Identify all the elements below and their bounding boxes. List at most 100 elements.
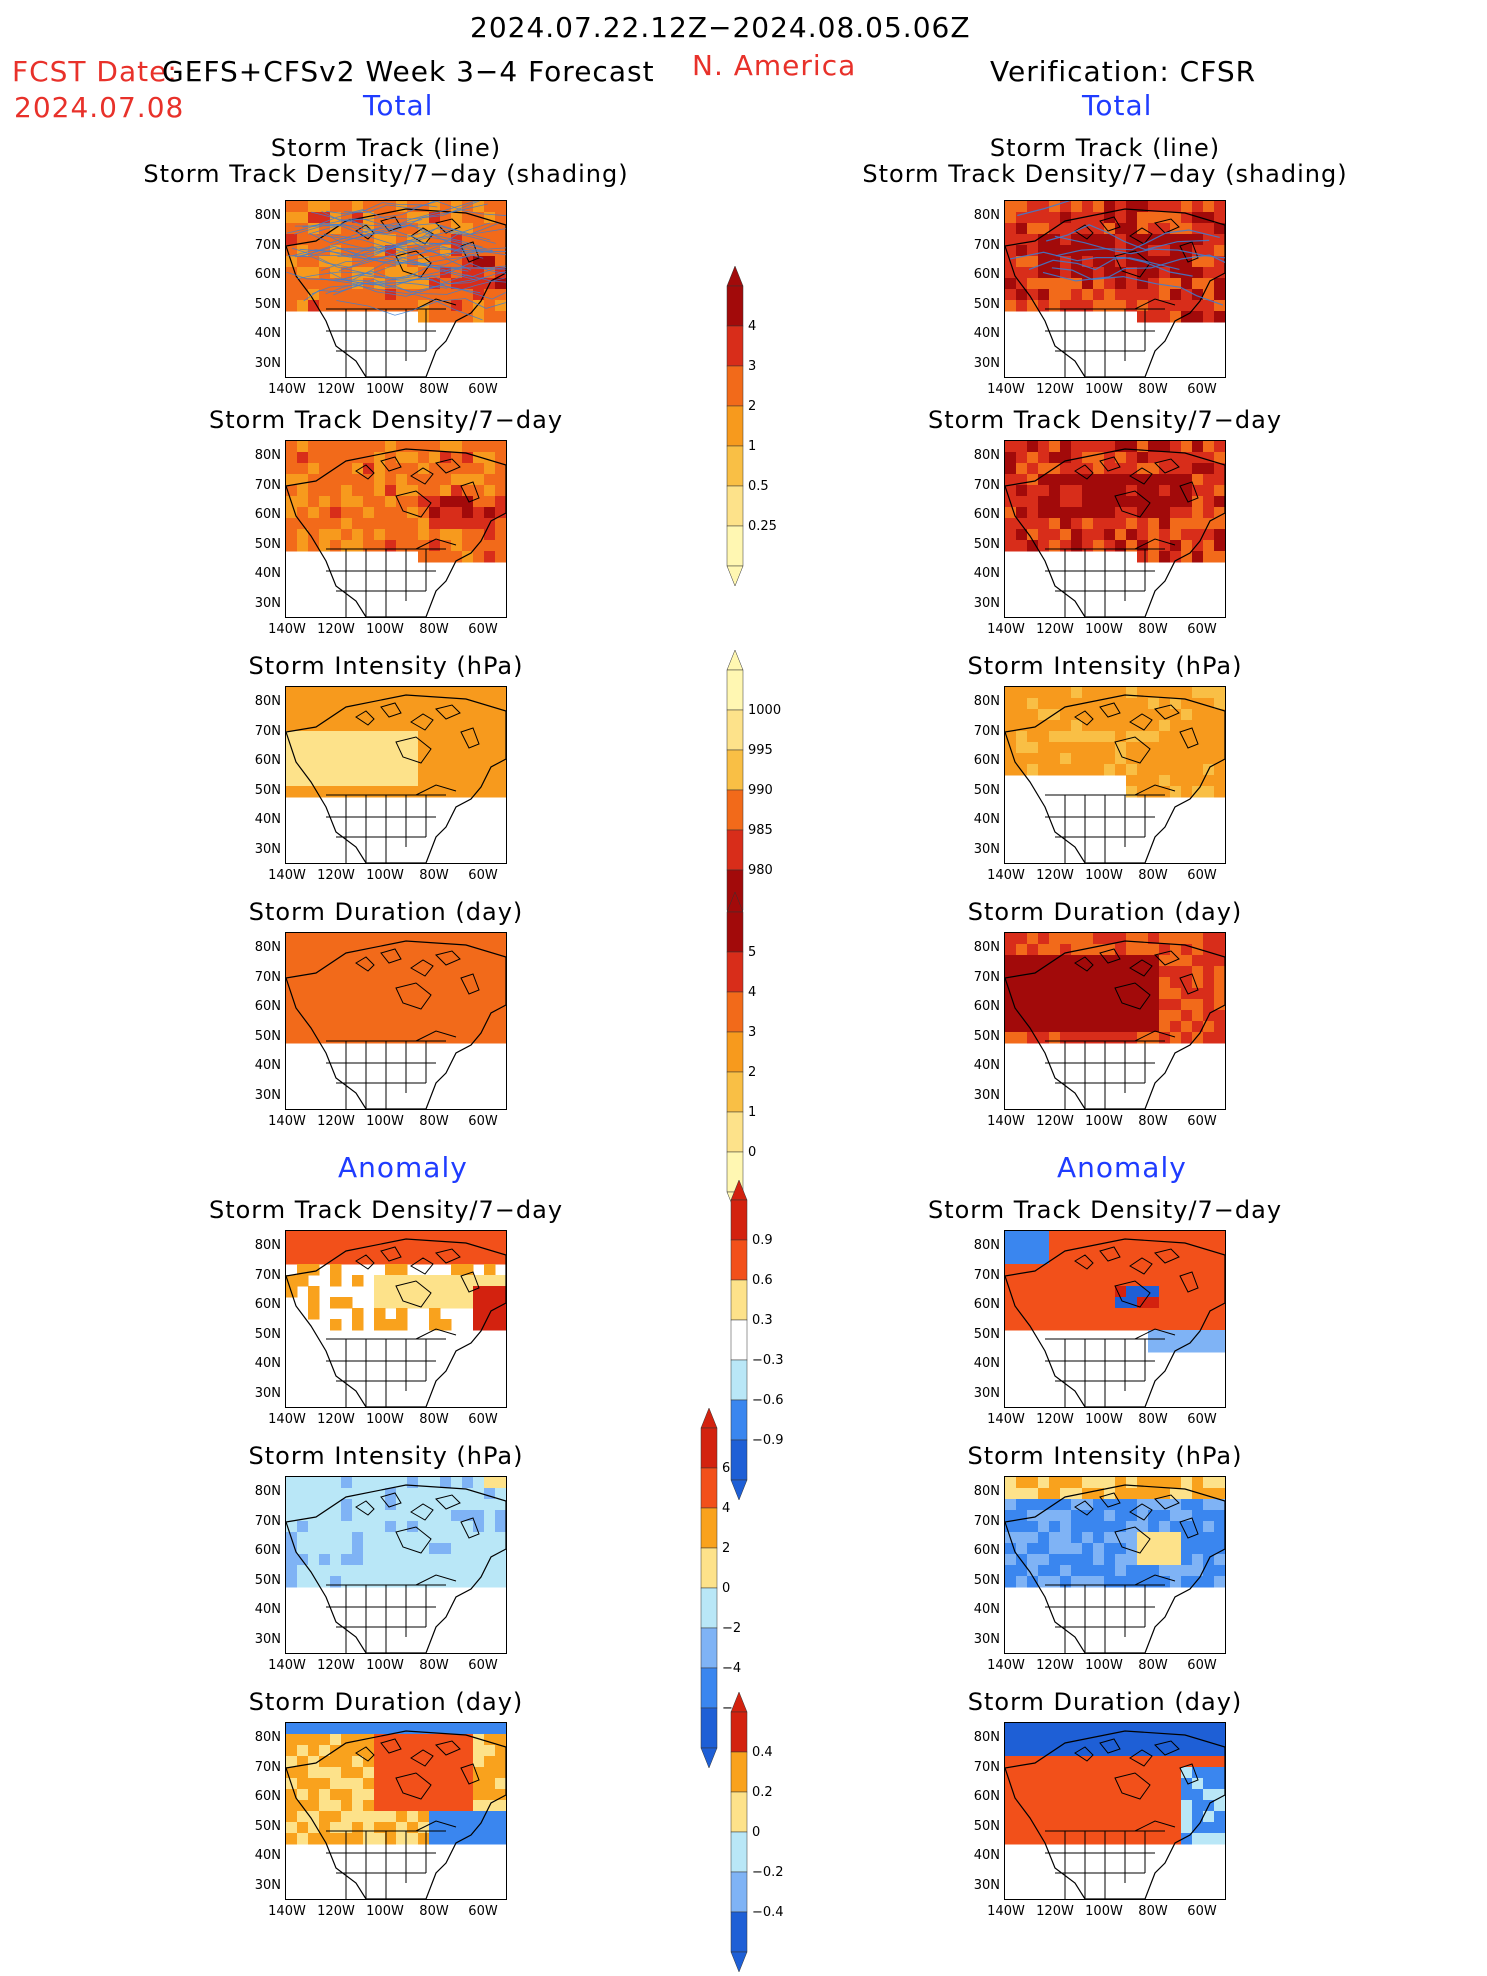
shading-cell xyxy=(1148,485,1160,497)
shading-cell xyxy=(330,1010,342,1022)
shading-cell xyxy=(308,1800,320,1812)
colorbar-segment xyxy=(726,911,744,953)
shading-cell xyxy=(352,944,364,956)
shading-cell xyxy=(418,1477,430,1489)
shading-cell xyxy=(1027,1532,1039,1544)
shading-cell xyxy=(352,753,364,765)
shading-cell xyxy=(1005,234,1017,246)
shading-cell xyxy=(1016,1734,1028,1746)
shading-cell xyxy=(429,786,441,798)
shading-cell xyxy=(1192,452,1204,464)
shading-cell xyxy=(495,1021,506,1033)
shading-cell xyxy=(1214,551,1225,563)
shading-cell xyxy=(440,1811,452,1823)
colorbar-segment xyxy=(700,1467,718,1509)
shading-cell xyxy=(495,1488,506,1500)
shading-cell xyxy=(1148,1010,1160,1022)
shading-cell xyxy=(495,496,506,508)
shading-cell xyxy=(484,1767,496,1779)
shading-cell xyxy=(352,1010,364,1022)
shading-cell xyxy=(1137,720,1149,732)
shading-cell xyxy=(374,1800,386,1812)
colorbar-tick-label: 1 xyxy=(748,439,757,454)
shading-cell xyxy=(484,1488,496,1500)
shading-cell xyxy=(495,720,506,732)
lon-tick-label: 120W xyxy=(1036,382,1074,397)
shading-cell xyxy=(297,977,309,989)
shading-cell xyxy=(495,1231,506,1243)
shading-cell xyxy=(1104,463,1116,475)
shading-cell xyxy=(330,698,342,710)
lon-tick-label: 100W xyxy=(366,868,404,883)
shading-cell xyxy=(396,1253,408,1265)
map-graphic xyxy=(1005,201,1225,377)
shading-cell xyxy=(1203,300,1215,312)
shading-cell xyxy=(1181,933,1193,945)
shading-cell xyxy=(1005,1565,1017,1577)
shading-cell xyxy=(473,223,485,235)
shading-cell xyxy=(1016,1275,1028,1287)
shading-cell xyxy=(1071,1032,1083,1044)
shading-cell xyxy=(363,1543,375,1555)
shading-cell xyxy=(1181,1745,1193,1757)
shading-cell xyxy=(1115,1822,1127,1834)
shading-cell xyxy=(1148,212,1160,224)
shading-cell xyxy=(1027,1789,1039,1801)
colorbar-tick-label: −0.3 xyxy=(752,1353,784,1368)
shading-cell xyxy=(374,786,386,798)
shading-cell xyxy=(1137,1576,1149,1588)
shading-cell xyxy=(1148,1576,1160,1588)
shading-cell xyxy=(1203,687,1215,699)
shading-cell xyxy=(1181,201,1193,213)
colorbar-segment xyxy=(726,485,744,527)
shading-cell xyxy=(1170,1576,1182,1588)
shading-cell xyxy=(374,1822,386,1834)
shading-cell xyxy=(1214,764,1225,776)
shading-cell xyxy=(1181,529,1193,541)
shading-cell xyxy=(440,988,452,1000)
shading-cell xyxy=(363,474,375,486)
shading-cell xyxy=(1192,1488,1204,1500)
shading-cell xyxy=(1115,1253,1127,1265)
shading-cell xyxy=(1214,1565,1225,1577)
shading-cell xyxy=(297,988,309,1000)
shading-cell xyxy=(440,496,452,508)
shading-cell xyxy=(1038,977,1050,989)
shading-cell xyxy=(462,507,474,519)
lon-tick-label: 60W xyxy=(468,382,498,397)
shading-cell xyxy=(451,687,463,699)
lon-tick-label: 80W xyxy=(419,382,449,397)
shading-cell xyxy=(297,1822,309,1834)
colorbar-segment xyxy=(700,1667,718,1709)
map-graphic xyxy=(286,1723,506,1899)
shading-cell xyxy=(352,966,364,978)
shading-cell xyxy=(363,988,375,1000)
shading-cell xyxy=(352,507,364,519)
shading-cell xyxy=(440,1286,452,1298)
shading-cell xyxy=(1137,933,1149,945)
shading-cell xyxy=(473,698,485,710)
shading-cell xyxy=(1049,245,1061,257)
shading-cell xyxy=(484,256,496,268)
colorbar-segment xyxy=(730,1279,748,1321)
shading-cell xyxy=(451,753,463,765)
shading-cell xyxy=(1148,529,1160,541)
shading-cell xyxy=(1192,1565,1204,1577)
shading-cell xyxy=(1060,234,1072,246)
shading-cell xyxy=(319,507,331,519)
shading-cell xyxy=(363,463,375,475)
shading-cell xyxy=(1016,731,1028,743)
shading-cell xyxy=(407,463,419,475)
shading-cell xyxy=(1181,1231,1193,1243)
shading-cell xyxy=(1203,1477,1215,1489)
shading-cell xyxy=(1192,1308,1204,1320)
shading-cell xyxy=(1093,1319,1105,1331)
shading-cell xyxy=(1060,245,1072,257)
shading-cell xyxy=(1093,1778,1105,1790)
shading-cell xyxy=(1159,1789,1171,1801)
shading-cell xyxy=(297,267,309,279)
shading-cell xyxy=(308,1565,320,1577)
shading-cell xyxy=(1192,742,1204,754)
lat-tick-label: 40N xyxy=(254,1058,281,1073)
lat-tick-label: 60N xyxy=(254,753,281,768)
